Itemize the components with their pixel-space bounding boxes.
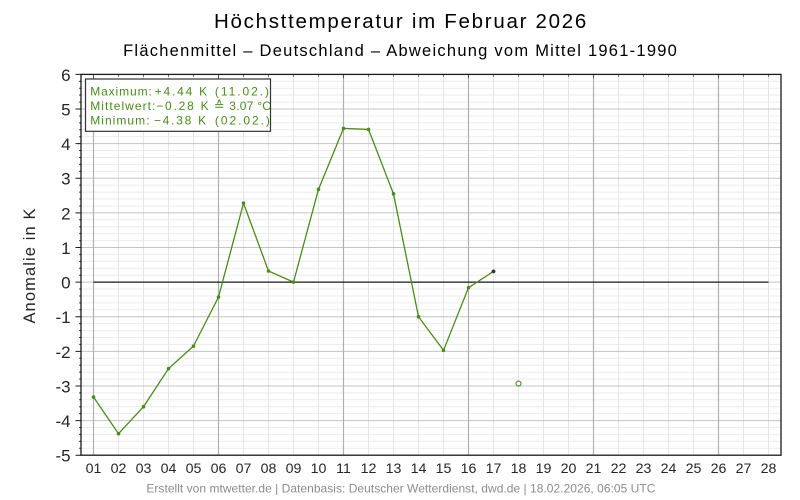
- svg-text:15: 15: [436, 461, 452, 477]
- svg-text:-5: -5: [55, 447, 70, 466]
- svg-text:27: 27: [736, 461, 752, 477]
- svg-text:5: 5: [61, 100, 70, 119]
- svg-text:23: 23: [636, 461, 652, 477]
- svg-text:17: 17: [486, 461, 502, 477]
- svg-text:12: 12: [361, 461, 377, 477]
- svg-text:3.07 °C: 3.07 °C: [229, 99, 271, 113]
- svg-text:24: 24: [661, 461, 677, 477]
- svg-text:01: 01: [86, 461, 102, 477]
- svg-text:0: 0: [61, 274, 70, 293]
- svg-text:Anomalie in K: Anomalie in K: [21, 207, 39, 323]
- svg-text:4: 4: [61, 135, 70, 154]
- svg-text:03: 03: [136, 461, 152, 477]
- svg-text:3: 3: [61, 170, 70, 189]
- svg-text:02: 02: [111, 461, 127, 477]
- svg-text:-1: -1: [55, 308, 70, 327]
- svg-text:Mittelwert:: Mittelwert:: [90, 99, 156, 113]
- svg-text:04: 04: [161, 461, 177, 477]
- svg-text:26: 26: [711, 461, 727, 477]
- svg-text:09: 09: [286, 461, 302, 477]
- svg-text:Maximum:: Maximum:: [90, 84, 153, 98]
- svg-text:28: 28: [761, 461, 777, 477]
- svg-text:08: 08: [261, 461, 277, 477]
- svg-text:Minimum:: Minimum:: [90, 113, 150, 127]
- svg-text:20: 20: [561, 461, 577, 477]
- svg-text:-3: -3: [55, 377, 70, 396]
- svg-text:≙: ≙: [214, 98, 225, 113]
- svg-text:(02.02.): (02.02.): [215, 113, 272, 127]
- svg-text:−4.38 K: −4.38 K: [154, 113, 208, 127]
- svg-text:(11.02.): (11.02.): [215, 84, 271, 98]
- svg-text:22: 22: [611, 461, 627, 477]
- svg-text:18: 18: [511, 461, 527, 477]
- svg-text:06: 06: [211, 461, 227, 477]
- svg-text:Flächenmittel – Deutschland –: Flächenmittel – Deutschland – Abweichung…: [123, 42, 678, 60]
- svg-text:14: 14: [411, 461, 427, 477]
- svg-text:+4.44 K: +4.44 K: [155, 84, 209, 98]
- svg-text:-4: -4: [55, 412, 70, 431]
- svg-text:Erstellt von mtwetter.de | Dat: Erstellt von mtwetter.de | Datenbasis: D…: [146, 481, 655, 495]
- svg-text:19: 19: [536, 461, 552, 477]
- svg-text:25: 25: [686, 461, 702, 477]
- svg-text:16: 16: [461, 461, 477, 477]
- svg-text:13: 13: [386, 461, 402, 477]
- svg-text:2: 2: [61, 204, 70, 223]
- svg-text:6: 6: [61, 66, 70, 85]
- svg-text:05: 05: [186, 461, 202, 477]
- svg-text:07: 07: [236, 461, 252, 477]
- svg-text:21: 21: [586, 461, 602, 477]
- svg-text:Höchsttemperatur im Februar 20: Höchsttemperatur im Februar 2026: [214, 10, 588, 33]
- svg-text:1: 1: [61, 239, 70, 258]
- svg-text:−0.28 K: −0.28 K: [156, 99, 210, 113]
- svg-text:11: 11: [336, 461, 351, 477]
- svg-text:-2: -2: [55, 343, 70, 362]
- svg-text:10: 10: [311, 461, 327, 477]
